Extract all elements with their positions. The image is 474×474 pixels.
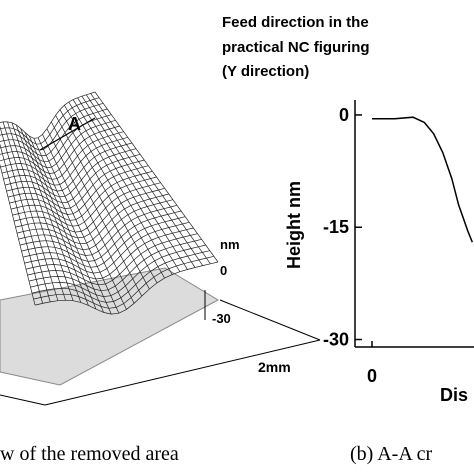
x-axis-label: Dis: [440, 385, 468, 405]
mesh-line: [0, 91, 96, 139]
mesh-line: [6, 153, 141, 204]
dimension-extension: [0, 394, 46, 406]
mesh-line: [33, 255, 214, 309]
line-chart: 0 -15 -30 0: [323, 100, 474, 386]
mesh-line: [15, 187, 165, 239]
mesh-line: [0, 125, 120, 174]
mesh-line: [3, 142, 132, 192]
z-unit: nm: [220, 237, 240, 252]
mesh-line: [28, 238, 202, 292]
mesh-line: [0, 97, 100, 145]
dimension-line: [44, 339, 321, 406]
mesh-line: [22, 216, 186, 268]
mesh-line: [34, 261, 219, 315]
y-tick-label: -15: [323, 217, 349, 237]
surface-mesh: [0, 91, 219, 315]
scale-label: 2mm: [258, 359, 291, 375]
section-line: [39, 117, 96, 151]
mesh-line: [0, 119, 116, 168]
mesh-line: [25, 227, 194, 280]
annotation: (Y direction): [222, 63, 309, 80]
y-axis-label: Height nm: [284, 181, 304, 269]
mesh-line: [16, 193, 169, 245]
mesh-line: [1, 136, 128, 186]
mesh-line: [0, 108, 108, 157]
z-tick: -30: [212, 311, 231, 326]
mesh-line: [21, 210, 182, 262]
mesh-line: [19, 204, 178, 256]
mesh-line: [10, 170, 153, 221]
x-tick-label: 0: [367, 366, 377, 386]
y-tick-label: -30: [323, 330, 349, 350]
mesh-line: [9, 165, 149, 215]
y-tick-label: 0: [339, 105, 349, 125]
mesh-line: [0, 114, 112, 163]
annotation: Feed direction in the: [222, 14, 369, 31]
mesh-line: [18, 199, 173, 251]
z-tick: 0: [220, 263, 227, 278]
data-line: [372, 116, 473, 243]
mesh-line: [31, 250, 210, 303]
mesh-line: [24, 221, 190, 274]
mesh-line: [0, 131, 124, 180]
mesh-line: [30, 244, 206, 297]
mesh-line: [12, 176, 157, 227]
mesh-line: [0, 102, 104, 151]
mesh-line: [4, 148, 137, 198]
annotation: practical NC figuring: [222, 39, 370, 56]
dimension-extension: [219, 299, 321, 341]
section-label: A: [68, 114, 81, 134]
base-plane: [0, 267, 220, 386]
mesh-line: [27, 233, 198, 286]
caption: (b) A-A cr: [350, 443, 433, 465]
mesh-line: [7, 159, 145, 209]
mesh-line: [13, 182, 161, 233]
caption: w of the removed area: [0, 443, 179, 465]
